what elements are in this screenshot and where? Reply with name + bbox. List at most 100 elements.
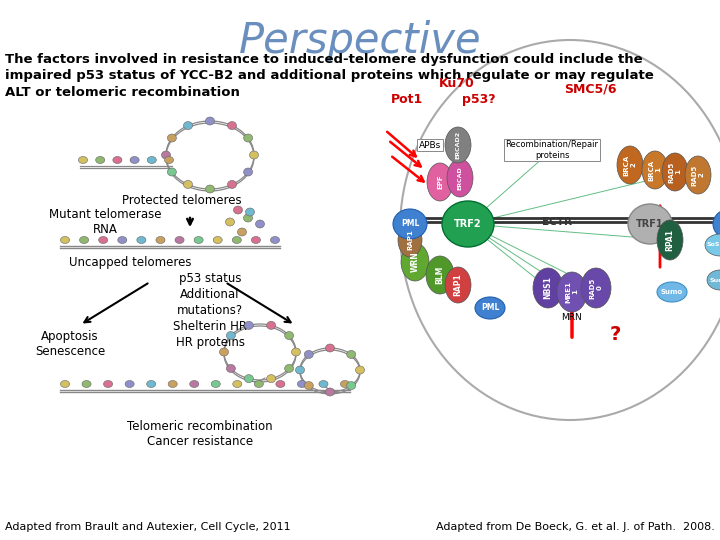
Ellipse shape bbox=[266, 321, 276, 329]
Text: BRCA
2: BRCA 2 bbox=[624, 154, 636, 176]
Ellipse shape bbox=[211, 381, 220, 388]
Text: RAD5
0: RAD5 0 bbox=[590, 278, 603, 299]
Ellipse shape bbox=[99, 237, 108, 244]
Text: MRE1
1: MRE1 1 bbox=[565, 281, 578, 303]
Ellipse shape bbox=[445, 127, 471, 163]
Ellipse shape bbox=[189, 381, 199, 388]
Ellipse shape bbox=[297, 381, 307, 388]
Ellipse shape bbox=[82, 381, 91, 388]
Ellipse shape bbox=[238, 228, 246, 236]
Ellipse shape bbox=[251, 237, 261, 244]
Ellipse shape bbox=[244, 375, 253, 383]
Ellipse shape bbox=[233, 237, 241, 244]
Text: TRF1: TRF1 bbox=[636, 219, 664, 229]
Ellipse shape bbox=[347, 382, 356, 389]
Ellipse shape bbox=[96, 157, 104, 164]
Ellipse shape bbox=[393, 209, 427, 239]
Text: Protected telomeres: Protected telomeres bbox=[122, 194, 242, 207]
Text: Sumo: Sumo bbox=[661, 289, 683, 295]
Text: RPA1: RPA1 bbox=[665, 229, 675, 251]
Ellipse shape bbox=[292, 348, 300, 356]
Text: MRN: MRN bbox=[562, 314, 582, 322]
Text: RAD5
2: RAD5 2 bbox=[691, 164, 704, 186]
Text: Cancer resistance: Cancer resistance bbox=[147, 435, 253, 448]
Text: Mutant telomerase
RNA: Mutant telomerase RNA bbox=[49, 208, 161, 236]
Ellipse shape bbox=[581, 268, 611, 308]
Ellipse shape bbox=[341, 381, 349, 388]
Ellipse shape bbox=[233, 206, 243, 214]
Ellipse shape bbox=[228, 180, 236, 188]
Text: ERCAD2: ERCAD2 bbox=[456, 131, 461, 159]
Ellipse shape bbox=[184, 180, 192, 188]
Text: RAD5
1: RAD5 1 bbox=[668, 161, 682, 183]
Ellipse shape bbox=[244, 321, 253, 329]
Text: ERCAD: ERCAD bbox=[457, 166, 462, 190]
Ellipse shape bbox=[243, 214, 253, 222]
Text: The factors involved in resistance to induced-telomere dysfunction could include: The factors involved in resistance to in… bbox=[5, 53, 654, 99]
Ellipse shape bbox=[243, 134, 253, 142]
Text: APBs: APBs bbox=[419, 140, 441, 150]
Ellipse shape bbox=[442, 201, 494, 247]
Ellipse shape bbox=[164, 157, 174, 164]
Text: SMC5/6: SMC5/6 bbox=[564, 83, 616, 96]
Ellipse shape bbox=[657, 220, 683, 260]
Ellipse shape bbox=[657, 282, 687, 302]
Text: Pot1: Pot1 bbox=[391, 93, 423, 106]
Ellipse shape bbox=[347, 350, 356, 359]
Ellipse shape bbox=[319, 381, 328, 388]
Text: RAP1: RAP1 bbox=[454, 274, 462, 296]
Text: Adapted from De Boeck, G. et al. J. of Path.  2008.: Adapted from De Boeck, G. et al. J. of P… bbox=[436, 522, 715, 532]
Ellipse shape bbox=[79, 237, 89, 244]
Ellipse shape bbox=[226, 332, 235, 340]
Ellipse shape bbox=[243, 168, 253, 176]
Ellipse shape bbox=[156, 237, 165, 244]
Ellipse shape bbox=[284, 332, 294, 340]
Ellipse shape bbox=[356, 366, 364, 374]
Ellipse shape bbox=[205, 117, 215, 125]
Ellipse shape bbox=[147, 381, 156, 388]
Ellipse shape bbox=[447, 159, 473, 197]
Ellipse shape bbox=[205, 185, 215, 193]
Ellipse shape bbox=[225, 218, 235, 226]
Ellipse shape bbox=[250, 151, 258, 159]
Ellipse shape bbox=[113, 157, 122, 164]
Ellipse shape bbox=[220, 348, 228, 356]
Ellipse shape bbox=[175, 237, 184, 244]
Text: ECTR: ECTR bbox=[542, 217, 572, 227]
Ellipse shape bbox=[256, 220, 264, 228]
Ellipse shape bbox=[325, 344, 335, 352]
Ellipse shape bbox=[246, 208, 254, 216]
Ellipse shape bbox=[276, 381, 285, 388]
Ellipse shape bbox=[137, 237, 146, 244]
Ellipse shape bbox=[284, 364, 294, 373]
Ellipse shape bbox=[426, 256, 454, 294]
Ellipse shape bbox=[125, 381, 134, 388]
Text: Telomeric recombination: Telomeric recombination bbox=[127, 420, 273, 433]
Ellipse shape bbox=[60, 237, 70, 244]
Text: Ku70: Ku70 bbox=[439, 77, 475, 90]
Text: Apoptosis
Senescence: Apoptosis Senescence bbox=[35, 330, 105, 358]
Ellipse shape bbox=[60, 381, 70, 388]
Ellipse shape bbox=[168, 381, 177, 388]
Ellipse shape bbox=[254, 381, 264, 388]
Ellipse shape bbox=[400, 40, 720, 420]
Ellipse shape bbox=[305, 382, 313, 389]
Ellipse shape bbox=[533, 268, 563, 308]
Text: NBS1: NBS1 bbox=[544, 276, 552, 300]
Text: WRN: WRN bbox=[410, 252, 420, 272]
Ellipse shape bbox=[617, 146, 643, 184]
Ellipse shape bbox=[130, 157, 139, 164]
Ellipse shape bbox=[713, 209, 720, 239]
Text: p53 status
Additional
mutations?
Shelterin HR
HR proteins: p53 status Additional mutations? Shelter… bbox=[173, 272, 247, 349]
Ellipse shape bbox=[445, 267, 471, 303]
Ellipse shape bbox=[325, 388, 335, 396]
Ellipse shape bbox=[266, 375, 276, 383]
Ellipse shape bbox=[295, 366, 305, 374]
Ellipse shape bbox=[707, 270, 720, 290]
Ellipse shape bbox=[226, 364, 235, 373]
Text: Uncapped telomeres: Uncapped telomeres bbox=[68, 256, 192, 269]
Ellipse shape bbox=[233, 381, 242, 388]
Text: PML: PML bbox=[481, 303, 499, 313]
Ellipse shape bbox=[628, 204, 672, 244]
Text: ?: ? bbox=[610, 325, 621, 345]
